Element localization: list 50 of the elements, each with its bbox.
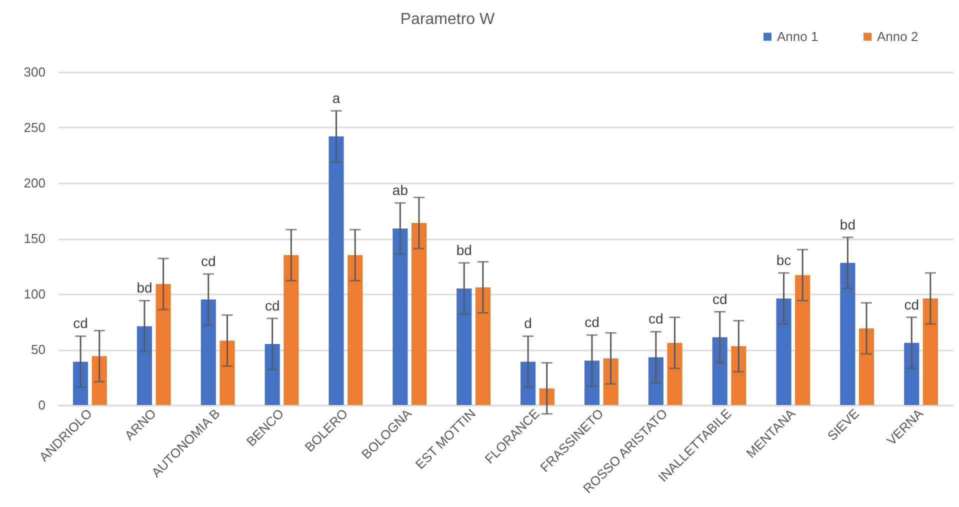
legend-label: Anno 2	[877, 28, 918, 44]
bar	[731, 346, 746, 405]
y-tick-label: 200	[24, 176, 46, 190]
y-tick-label: 0	[38, 398, 46, 412]
legend-label: Anno 1	[777, 28, 818, 44]
bar	[858, 328, 874, 405]
annotation: bd	[456, 242, 472, 258]
bar	[92, 356, 107, 405]
annotation: d	[524, 315, 532, 332]
annotation: cd	[73, 315, 88, 332]
bar	[475, 287, 490, 405]
annotation: bc	[776, 252, 792, 268]
bar	[795, 275, 810, 405]
chart-title: Parametro W	[400, 11, 496, 28]
bar	[712, 337, 728, 405]
bar	[392, 228, 408, 405]
bar	[776, 298, 792, 405]
bar	[667, 342, 682, 405]
annotation: bd	[840, 216, 856, 232]
annotation: cd	[584, 314, 600, 330]
bar	[264, 344, 280, 405]
y-tick-label: 50	[31, 342, 46, 357]
bar	[456, 288, 472, 405]
bar	[200, 300, 216, 405]
bar	[328, 136, 344, 405]
bar	[284, 255, 299, 405]
annotation: cd	[201, 253, 216, 270]
y-tick-label: 150	[24, 231, 46, 246]
bar	[411, 222, 427, 405]
annotation: cd	[712, 290, 728, 307]
annotation: a	[332, 90, 340, 106]
y-tick-label: 250	[24, 120, 46, 135]
annotation: cd	[264, 297, 280, 314]
bar	[840, 262, 856, 405]
y-tick-label: 300	[24, 64, 46, 80]
bar	[348, 255, 363, 405]
bar	[922, 298, 938, 405]
bar	[603, 358, 618, 405]
bar	[904, 342, 920, 405]
bar	[220, 340, 235, 405]
annotation: ab	[392, 182, 408, 198]
y-tick-label: 100	[24, 286, 46, 302]
bar	[73, 362, 88, 405]
bar	[156, 284, 171, 405]
bar	[648, 357, 664, 405]
bar	[136, 326, 152, 405]
annotation: cd	[904, 296, 920, 312]
bar	[520, 362, 536, 405]
annotation: cd	[648, 310, 664, 327]
annotation: bd	[136, 280, 152, 296]
